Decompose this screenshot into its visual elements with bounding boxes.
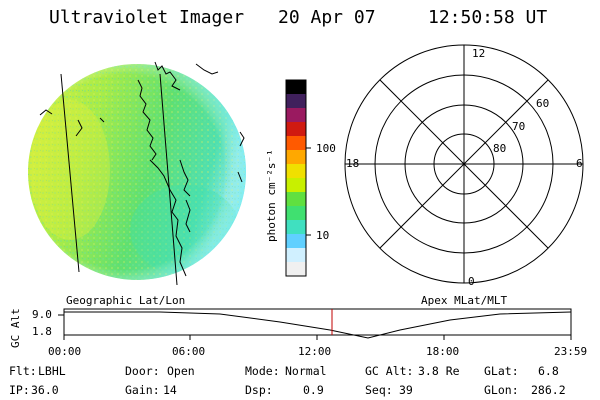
lat-label-60: 60 — [536, 97, 550, 110]
observation-time: 12:50:58 UT — [428, 7, 548, 28]
info-gcalt-label: GC Alt: — [365, 364, 414, 378]
colorbar-tick-label: 100 — [316, 142, 336, 155]
colorbar — [286, 80, 306, 277]
longitude-line — [60, 73, 80, 273]
observation-date: 20 Apr 07 — [278, 7, 376, 28]
colorbar-band — [286, 122, 306, 137]
timeline-xtick: 06:00 — [172, 345, 206, 358]
colorbar-tick-label: 10 — [316, 229, 330, 242]
colorbar-band — [286, 150, 306, 165]
info-mode-value: Normal — [285, 364, 327, 378]
timeline-ylabel: GC Alt — [9, 308, 22, 348]
colorbar-band — [286, 164, 306, 179]
timeline-frame — [63, 308, 572, 336]
info-gain-value: 14 — [163, 383, 177, 397]
timeline-xtick: 18:00 — [426, 345, 460, 358]
colorbar-band — [286, 206, 306, 221]
colorbar-band — [286, 220, 306, 235]
colorbar-band — [286, 178, 306, 193]
polar-grid — [344, 44, 584, 284]
info-glat-value: 6.8 — [538, 364, 559, 378]
timeline-xtick: 23:59 — [554, 345, 588, 358]
altitude-curve — [64, 311, 572, 339]
timeline-ytick-label: 9.0 — [32, 308, 52, 321]
timeline-xtick: 12:00 — [298, 345, 332, 358]
timeline-ytick-label-low: 1.8 — [32, 325, 52, 338]
colorbar-band — [286, 80, 306, 95]
colorbar-unit-label: photon cm⁻²s⁻¹ — [265, 149, 278, 242]
info-flt-label: Flt: — [9, 364, 37, 378]
info-glat-label: GLat: — [484, 364, 519, 378]
info-ip-label: IP: — [9, 383, 30, 397]
longitude-line — [159, 73, 178, 286]
coastline — [39, 61, 245, 277]
lat-label-70: 70 — [512, 120, 526, 133]
colorbar-band — [286, 94, 306, 109]
colorbar-band — [286, 234, 306, 249]
geographic-caption: Geographic Lat/Lon — [66, 294, 186, 307]
info-door-label: Door: — [125, 364, 160, 378]
info-ip-value: 36.0 — [31, 383, 59, 397]
uv-earth-image — [28, 64, 246, 280]
colorbar-band — [286, 262, 306, 277]
info-gain-label: Gain: — [125, 383, 160, 397]
info-glon-label: GLon: — [484, 383, 519, 397]
colorbar-band — [286, 108, 306, 123]
info-dsp-value: 0.9 — [303, 383, 324, 397]
info-door-value: Open — [167, 364, 195, 378]
mlt-label-18: 18 — [346, 157, 360, 170]
info-gcalt-value: 3.8 Re — [418, 364, 460, 378]
lat-label-80: 80 — [493, 142, 507, 155]
info-mode-label: Mode: — [245, 364, 280, 378]
info-seq-label: Seq: — [365, 383, 393, 397]
colorbar-band — [286, 192, 306, 207]
mlt-label-12: 12 — [472, 47, 486, 60]
info-flt-value: LBHL — [38, 364, 66, 378]
info-glon-value: 286.2 — [531, 383, 566, 397]
colorbar-band — [286, 136, 306, 151]
colorbar-band — [286, 248, 306, 263]
colorbar-frame — [285, 79, 307, 277]
mlt-label-0: 0 — [468, 275, 475, 288]
instrument-title: Ultraviolet Imager — [49, 7, 245, 28]
info-seq-value: 39 — [399, 383, 413, 397]
info-dsp-label: Dsp: — [245, 383, 273, 397]
apex-caption: Apex MLat/MLT — [421, 294, 508, 307]
mlt-label-6: 6 — [576, 157, 583, 170]
timeline-xtick: 00:00 — [48, 345, 82, 358]
